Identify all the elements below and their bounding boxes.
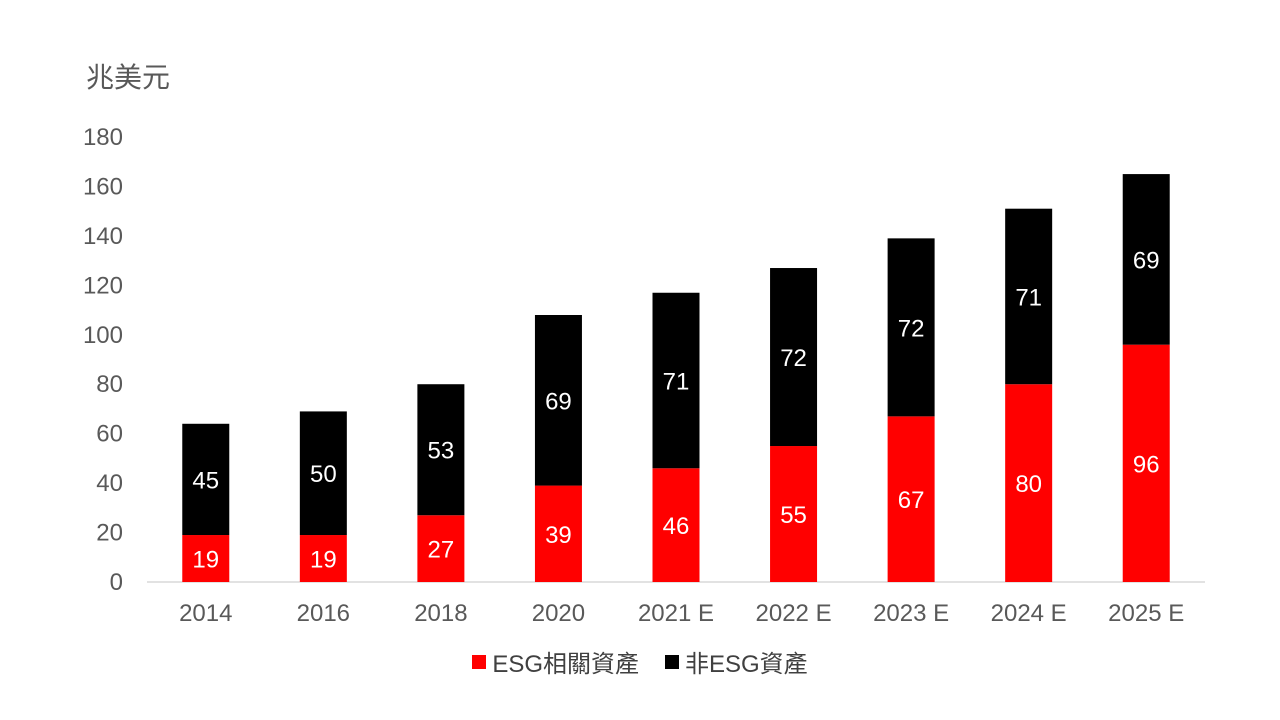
data-label-esg: 80 [1015, 471, 1042, 498]
bar-non-esg [534, 315, 582, 486]
data-label-non-esg: 53 [428, 438, 455, 465]
data-label-esg: 27 [428, 537, 455, 564]
data-label-non-esg: 69 [1133, 247, 1160, 274]
bar-esg [182, 535, 230, 582]
x-tick-label: 2018 [414, 600, 467, 627]
legend: ESG相關資產 非ESG資產 [0, 644, 1280, 679]
legend-item-esg: ESG相關資產 [472, 644, 639, 679]
bar-esg [1122, 344, 1170, 582]
legend-label-non-esg: 非ESG資產 [685, 651, 808, 678]
y-tick-label: 120 [83, 272, 123, 299]
y-tick-label: 40 [96, 470, 123, 497]
bar-esg [770, 446, 818, 582]
y-tick-label: 80 [96, 371, 123, 398]
y-tick-label: 60 [96, 421, 123, 448]
x-tick-label: 2016 [297, 600, 350, 627]
bar-esg [652, 468, 700, 582]
data-label-non-esg: 45 [192, 467, 219, 494]
legend-swatch-esg [472, 654, 487, 669]
bar-non-esg [770, 268, 818, 447]
legend-label-esg: ESG相關資產 [492, 651, 639, 678]
bar-esg [534, 485, 582, 582]
y-tick-label: 0 [110, 569, 123, 596]
y-tick-label: 140 [83, 223, 123, 250]
data-label-non-esg: 71 [1015, 284, 1042, 311]
data-label-esg: 55 [780, 502, 807, 529]
bar-non-esg [299, 411, 347, 536]
bar-esg [417, 515, 465, 582]
data-label-esg: 19 [192, 547, 219, 574]
data-label-esg: 39 [545, 522, 572, 549]
data-label-non-esg: 71 [663, 369, 690, 396]
x-tick-label: 2021 E [638, 600, 714, 627]
x-tick-label: 2023 E [873, 600, 949, 627]
data-label-non-esg: 72 [898, 315, 925, 342]
bar-non-esg [1122, 174, 1170, 345]
data-label-esg: 46 [663, 513, 690, 540]
bar-esg [1005, 384, 1053, 582]
data-label-esg: 96 [1133, 451, 1160, 478]
y-tick-label: 160 [83, 173, 123, 200]
bar-non-esg [417, 384, 465, 516]
legend-item-non-esg: 非ESG資產 [665, 644, 808, 679]
bar-non-esg [887, 238, 935, 417]
data-label-non-esg: 72 [780, 345, 807, 372]
bar-non-esg [1005, 208, 1053, 385]
data-label-non-esg: 69 [545, 388, 572, 415]
data-label-esg: 19 [310, 547, 337, 574]
data-label-non-esg: 50 [310, 461, 337, 488]
y-tick-label: 20 [96, 520, 123, 547]
x-tick-label: 2025 E [1108, 600, 1184, 627]
bar-esg [887, 416, 935, 582]
bar-esg [299, 535, 347, 582]
y-axis-unit-label: 兆美元 [86, 62, 171, 93]
x-tick-label: 2014 [179, 600, 232, 627]
x-tick-label: 2024 E [991, 600, 1067, 627]
y-tick-label: 180 [83, 124, 123, 151]
bar-non-esg [182, 423, 230, 536]
x-tick-label: 2020 [532, 600, 585, 627]
bar-non-esg [652, 292, 700, 469]
data-label-esg: 67 [898, 487, 925, 514]
legend-swatch-non-esg [665, 654, 679, 669]
y-tick-label: 100 [83, 322, 123, 349]
x-tick-label: 2022 E [756, 600, 832, 627]
